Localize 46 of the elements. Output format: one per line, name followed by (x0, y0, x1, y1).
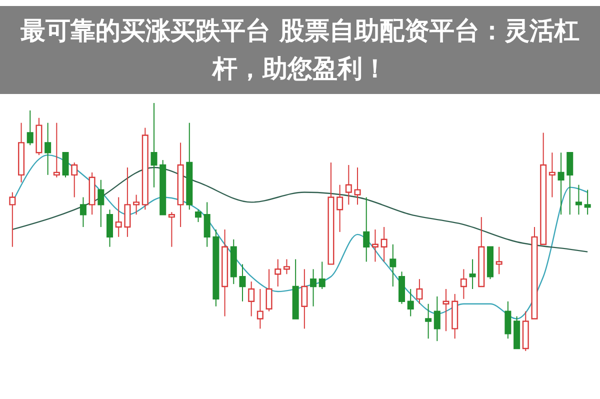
candlestick (460, 268, 467, 300)
candlestick (442, 288, 450, 332)
candlestick (548, 152, 556, 198)
candlestick (345, 164, 352, 206)
candlestick (584, 189, 591, 216)
candlestick (469, 258, 476, 290)
candlestick (390, 244, 396, 288)
candlestick (575, 184, 582, 216)
candlestick (106, 209, 114, 248)
candlestick (283, 258, 290, 275)
candlestick (416, 278, 423, 304)
candlestick (372, 228, 378, 262)
candlestick (44, 122, 52, 176)
candlestick (194, 209, 202, 223)
candlestick (124, 166, 131, 238)
candlestick (558, 152, 564, 216)
candlestick (504, 300, 512, 340)
candlestick (53, 122, 60, 178)
candlestick (336, 184, 344, 232)
candlestick (133, 194, 140, 216)
candlestick (318, 261, 326, 290)
candlestick (256, 288, 264, 330)
candlestick (310, 268, 317, 307)
candlestick (150, 102, 158, 188)
candlestick (301, 268, 308, 330)
chart-title: 最可靠的买涨买跌平台 股票自助配资平台：灵活杠杆，助您盈利！ (0, 6, 600, 94)
candlestick (354, 166, 361, 206)
candlestick (204, 202, 210, 248)
candlestick (434, 296, 440, 342)
candlestick (71, 162, 78, 198)
candlestick (80, 196, 86, 228)
candlestick (98, 179, 104, 228)
candlestick (380, 226, 388, 262)
candlestick (248, 281, 255, 317)
candlestick (115, 196, 122, 238)
candlestick (239, 264, 246, 302)
candlestick (274, 258, 282, 288)
candlestick (496, 246, 502, 275)
candlestick (26, 110, 34, 146)
candlestick (425, 303, 432, 340)
candlestick (407, 288, 414, 317)
candlestick (363, 196, 370, 262)
candlestick (266, 268, 272, 312)
candlestick (168, 212, 175, 248)
candlestick (62, 152, 69, 178)
candlestick (566, 152, 574, 216)
